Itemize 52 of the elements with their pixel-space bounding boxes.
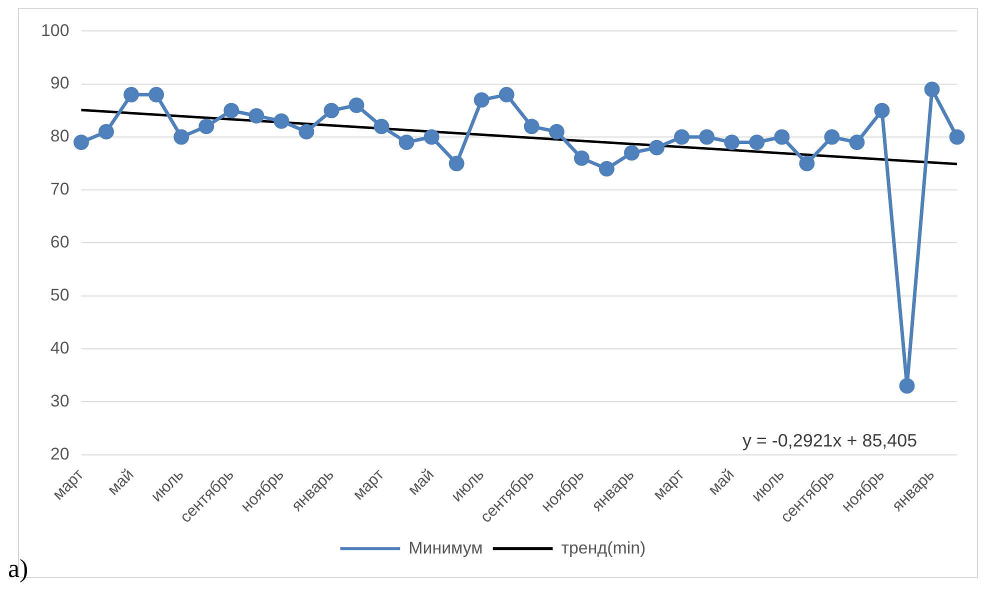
point (699, 129, 715, 145)
y-tick-label: 90 (50, 74, 70, 93)
point (849, 134, 865, 150)
x-tick-label: май (405, 466, 438, 499)
point (448, 156, 464, 172)
y-tick-label: 70 (50, 180, 70, 199)
point (924, 82, 940, 98)
point (374, 118, 390, 134)
point (524, 118, 540, 134)
point (548, 124, 564, 140)
point (949, 129, 965, 145)
point (348, 98, 364, 113)
y-tick-label: 20 (50, 444, 70, 464)
point (799, 156, 815, 172)
annotation: y = -0,2921x + 85,405 (742, 430, 918, 451)
point (174, 129, 190, 145)
point (498, 86, 514, 102)
legend-label: тренд(min) (561, 538, 646, 558)
point (598, 161, 614, 177)
legend-label: Минимум (408, 538, 483, 558)
point (324, 102, 340, 118)
text: a) (8, 554, 28, 584)
point (248, 108, 264, 124)
point (624, 145, 640, 161)
point (574, 150, 590, 166)
x-tick-label: май (104, 466, 138, 499)
point (98, 124, 114, 140)
point (824, 129, 840, 145)
point (724, 134, 740, 150)
y-tick-label: 40 (50, 338, 70, 358)
point (774, 129, 790, 145)
point (474, 92, 490, 108)
point (674, 129, 690, 145)
point (298, 124, 314, 140)
point (148, 86, 164, 102)
point (224, 102, 240, 118)
point (124, 86, 140, 102)
point (398, 134, 414, 150)
point (74, 134, 89, 150)
point (198, 118, 214, 134)
y-tick-label: 80 (50, 126, 70, 146)
point (899, 378, 915, 394)
point (649, 140, 664, 156)
x-tick-label: май (705, 466, 738, 499)
point (274, 113, 290, 129)
y-tick-label: 60 (50, 232, 70, 252)
y-tick-label: 100 (40, 20, 70, 40)
y-tick-label: 30 (50, 391, 70, 410)
y-tick-label: 50 (50, 286, 70, 305)
point (874, 102, 890, 118)
point (424, 129, 440, 145)
point (749, 134, 765, 150)
